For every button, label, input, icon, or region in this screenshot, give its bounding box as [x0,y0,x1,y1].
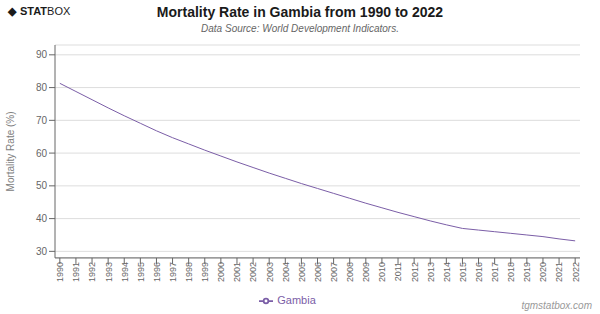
svg-text:1995: 1995 [136,262,146,282]
svg-text:70: 70 [36,115,48,126]
svg-text:2012: 2012 [410,262,420,282]
svg-text:2017: 2017 [490,262,500,282]
svg-text:80: 80 [36,82,48,93]
svg-text:2018: 2018 [506,262,516,282]
svg-text:1998: 1998 [184,262,194,282]
svg-text:90: 90 [36,49,48,60]
svg-text:2014: 2014 [442,262,452,282]
svg-text:1997: 1997 [168,262,178,282]
svg-text:2003: 2003 [265,262,275,282]
svg-text:50: 50 [36,180,48,191]
html-text:Data Source: World Development: Data Source: World Development Indicator… [201,23,399,34]
svg-text:2002: 2002 [248,262,258,282]
svg-text:2006: 2006 [313,262,323,282]
svg-text:2020: 2020 [538,262,548,282]
svg-text:2005: 2005 [297,262,307,282]
svg-text:2016: 2016 [474,262,484,282]
html-text:tgmstatbox.com: tgmstatbox.com [521,300,592,311]
svg-text:2009: 2009 [361,262,371,282]
svg-text:2001: 2001 [232,262,242,282]
svg-text:1990: 1990 [55,262,65,282]
svg-text:1991: 1991 [71,262,81,282]
html-text:Gambia: Gambia [277,293,316,306]
svg-text:2021: 2021 [554,262,564,282]
html-text:◆ STAT BOX: ◆ STAT BOX [8,5,71,17]
svg-text:Mortality Rate (%): Mortality Rate (%) [8,111,16,191]
svg-text:40: 40 [36,213,48,224]
svg-text:60: 60 [36,148,48,159]
svg-text:2015: 2015 [458,262,468,282]
svg-text:2007: 2007 [329,262,339,282]
svg-text:1993: 1993 [104,262,114,282]
svg-text:2004: 2004 [281,262,291,282]
svg-text:2022: 2022 [571,262,581,282]
html-text:Mortality Rate in Gambia from: Mortality Rate in Gambia from 1990 to 20… [156,4,444,20]
svg-text:2000: 2000 [216,262,226,282]
svg-text:2008: 2008 [345,262,355,282]
svg-text:1994: 1994 [120,262,130,282]
svg-text:1999: 1999 [200,262,210,282]
svg-text:2010: 2010 [377,262,387,282]
svg-text:1992: 1992 [87,262,97,282]
svg-text:2013: 2013 [426,262,436,282]
svg-text:30: 30 [36,246,48,257]
svg-text:1996: 1996 [152,262,162,282]
svg-text:2019: 2019 [522,262,532,282]
svg-text:2011: 2011 [393,262,403,281]
